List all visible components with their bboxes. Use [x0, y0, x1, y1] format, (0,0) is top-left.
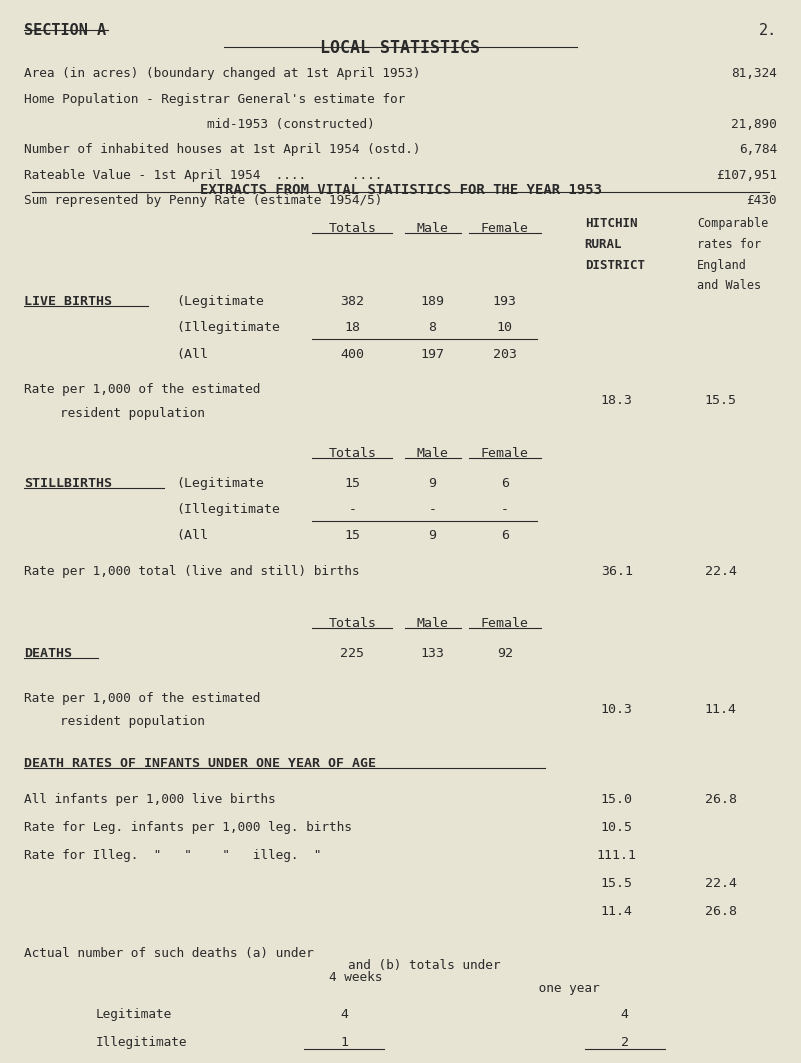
- Text: 21,890: 21,890: [731, 118, 777, 131]
- Text: DEATH RATES OF INFANTS UNDER ONE YEAR OF AGE: DEATH RATES OF INFANTS UNDER ONE YEAR OF…: [24, 757, 376, 770]
- Text: Female: Female: [481, 222, 529, 235]
- Text: Sum represented by Penny Rate (estimate 1954/5): Sum represented by Penny Rate (estimate …: [24, 193, 382, 207]
- Text: 1: 1: [340, 1036, 348, 1049]
- Text: 133: 133: [421, 646, 445, 659]
- Text: £107,951: £107,951: [716, 169, 777, 182]
- Text: (Legitimate: (Legitimate: [176, 296, 264, 308]
- Text: (All: (All: [176, 529, 208, 542]
- Text: Comparable: Comparable: [697, 218, 768, 231]
- Text: Legitimate: Legitimate: [96, 1009, 172, 1022]
- Text: 225: 225: [340, 646, 364, 659]
- Text: 111.1: 111.1: [597, 849, 637, 862]
- Text: £430: £430: [747, 193, 777, 207]
- Text: 26.8: 26.8: [705, 793, 737, 806]
- Text: 8: 8: [429, 321, 437, 335]
- Text: LIVE BIRTHS: LIVE BIRTHS: [24, 296, 112, 308]
- Text: Female: Female: [481, 446, 529, 460]
- Text: 6,784: 6,784: [739, 144, 777, 156]
- Text: 22.4: 22.4: [705, 877, 737, 890]
- Text: DISTRICT: DISTRICT: [585, 258, 645, 272]
- Text: 2.: 2.: [759, 23, 777, 38]
- Text: and (b) totals under: and (b) totals under: [348, 959, 501, 972]
- Text: LOCAL STATISTICS: LOCAL STATISTICS: [320, 39, 481, 57]
- Text: Totals: Totals: [328, 617, 376, 629]
- Text: 10.3: 10.3: [601, 703, 633, 715]
- Text: 15.0: 15.0: [601, 793, 633, 806]
- Text: Rate per 1,000 of the estimated: Rate per 1,000 of the estimated: [24, 384, 260, 396]
- Text: 9: 9: [429, 529, 437, 542]
- Text: Rate for Leg. infants per 1,000 leg. births: Rate for Leg. infants per 1,000 leg. bir…: [24, 821, 352, 833]
- Text: 22.4: 22.4: [705, 566, 737, 578]
- Text: 26.8: 26.8: [705, 906, 737, 918]
- Text: Male: Male: [417, 617, 449, 629]
- Text: 36.1: 36.1: [601, 566, 633, 578]
- Text: and Wales: and Wales: [697, 280, 761, 292]
- Text: Male: Male: [417, 446, 449, 460]
- Text: 4: 4: [340, 1009, 348, 1022]
- Text: 15.5: 15.5: [705, 394, 737, 407]
- Text: Area (in acres) (boundary changed at 1st April 1953): Area (in acres) (boundary changed at 1st…: [24, 67, 421, 81]
- Text: Actual number of such deaths (a) under: Actual number of such deaths (a) under: [24, 947, 314, 960]
- Text: -: -: [429, 503, 437, 517]
- Text: RURAL: RURAL: [585, 238, 622, 251]
- Text: 400: 400: [340, 348, 364, 360]
- Text: Female: Female: [481, 617, 529, 629]
- Text: HITCHIN: HITCHIN: [585, 218, 638, 231]
- Text: Totals: Totals: [328, 222, 376, 235]
- Text: STILLBIRTHS: STILLBIRTHS: [24, 477, 112, 490]
- Text: Number of inhabited houses at 1st April 1954 (ostd.): Number of inhabited houses at 1st April …: [24, 144, 421, 156]
- Text: England: England: [697, 258, 747, 272]
- Text: 92: 92: [497, 646, 513, 659]
- Text: 15: 15: [344, 529, 360, 542]
- Text: EXTRACTS FROM VITAL STATISTICS FOR THE YEAR 1953: EXTRACTS FROM VITAL STATISTICS FOR THE Y…: [199, 183, 602, 197]
- Text: Rate per 1,000 total (live and still) births: Rate per 1,000 total (live and still) bi…: [24, 566, 360, 578]
- Text: resident population: resident population: [60, 407, 205, 420]
- Text: rates for: rates for: [697, 238, 761, 251]
- Text: resident population: resident population: [60, 715, 205, 728]
- Text: 10: 10: [497, 321, 513, 335]
- Text: 11.4: 11.4: [601, 906, 633, 918]
- Text: (Illegitimate: (Illegitimate: [176, 503, 280, 517]
- Text: 6: 6: [501, 529, 509, 542]
- Text: Rate for Illeg.  "   "    "   illeg.  ": Rate for Illeg. " " " illeg. ": [24, 849, 321, 862]
- Text: 203: 203: [493, 348, 517, 360]
- Text: 193: 193: [493, 296, 517, 308]
- Text: 18: 18: [344, 321, 360, 335]
- Text: 81,324: 81,324: [731, 67, 777, 81]
- Text: SECTION A: SECTION A: [24, 23, 107, 38]
- Text: 15.5: 15.5: [601, 877, 633, 890]
- Text: 189: 189: [421, 296, 445, 308]
- Text: 382: 382: [340, 296, 364, 308]
- Text: 4 weeks: 4 weeks: [24, 971, 382, 983]
- Text: -: -: [348, 503, 356, 517]
- Text: (Legitimate: (Legitimate: [176, 477, 264, 490]
- Text: Home Population - Registrar General's estimate for: Home Population - Registrar General's es…: [24, 92, 405, 105]
- Text: Illegitimate: Illegitimate: [96, 1036, 187, 1049]
- Text: 10.5: 10.5: [601, 821, 633, 833]
- Text: 11.4: 11.4: [705, 703, 737, 715]
- Text: 9: 9: [429, 477, 437, 490]
- Text: All infants per 1,000 live births: All infants per 1,000 live births: [24, 793, 276, 806]
- Text: mid-1953 (constructed): mid-1953 (constructed): [24, 118, 375, 131]
- Text: -: -: [501, 503, 509, 517]
- Text: 197: 197: [421, 348, 445, 360]
- Text: DEATHS: DEATHS: [24, 646, 72, 659]
- Text: one year: one year: [348, 982, 600, 995]
- Text: Rate per 1,000 of the estimated: Rate per 1,000 of the estimated: [24, 692, 260, 705]
- Text: 6: 6: [501, 477, 509, 490]
- Text: 18.3: 18.3: [601, 394, 633, 407]
- Text: Rateable Value - 1st April 1954  ....      ....: Rateable Value - 1st April 1954 .... ...…: [24, 169, 382, 182]
- Text: Male: Male: [417, 222, 449, 235]
- Text: 4: 4: [621, 1009, 629, 1022]
- Text: 15: 15: [344, 477, 360, 490]
- Text: 2: 2: [621, 1036, 629, 1049]
- Text: (All: (All: [176, 348, 208, 360]
- Text: Totals: Totals: [328, 446, 376, 460]
- Text: (Illegitimate: (Illegitimate: [176, 321, 280, 335]
